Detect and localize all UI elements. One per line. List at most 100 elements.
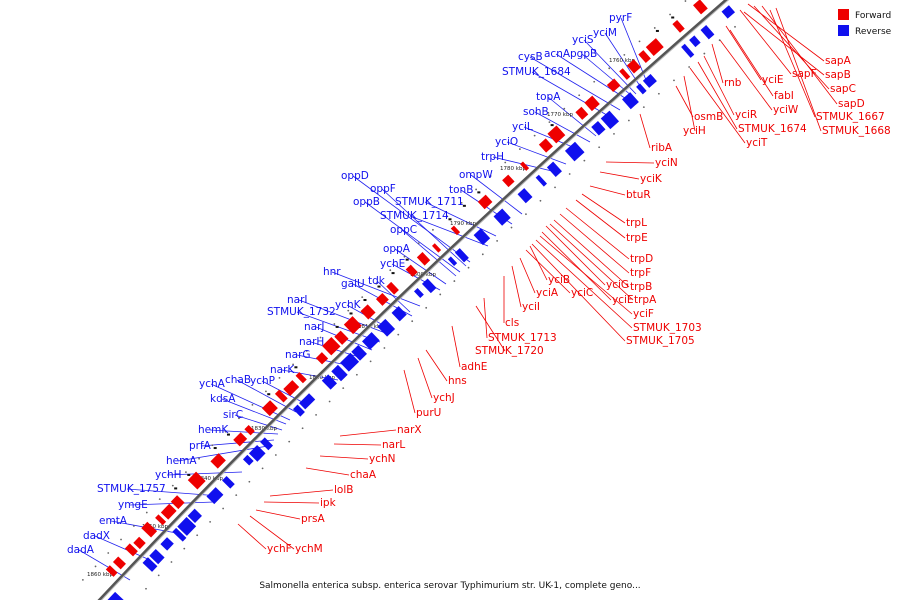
forward-gene[interactable] (244, 424, 255, 436)
reverse-gene-label[interactable]: oppF (370, 183, 396, 195)
forward-gene-label[interactable]: STMUK_1667 (816, 111, 885, 123)
forward-gene-label[interactable]: trpD (630, 253, 653, 265)
forward-gene[interactable] (575, 106, 589, 120)
forward-gene[interactable] (450, 225, 461, 236)
reverse-gene-label[interactable]: ychE (380, 258, 405, 270)
reverse-gene[interactable] (689, 35, 701, 48)
forward-gene-label[interactable]: fabI (774, 90, 794, 102)
reverse-gene[interactable] (413, 288, 424, 299)
forward-gene[interactable] (105, 565, 118, 577)
forward-gene-label[interactable]: lolB (334, 484, 353, 496)
forward-gene[interactable] (295, 372, 307, 384)
forward-gene-label[interactable]: trpF (630, 267, 651, 279)
forward-gene[interactable] (334, 330, 349, 345)
forward-gene-label[interactable]: ribA (651, 142, 673, 154)
reverse-gene[interactable] (642, 73, 657, 88)
reverse-gene[interactable] (454, 248, 469, 263)
forward-gene[interactable] (274, 389, 288, 403)
reverse-gene-label[interactable]: galU (341, 278, 365, 290)
reverse-gene-label[interactable]: narJ (304, 321, 325, 333)
forward-gene-label[interactable]: yciK (640, 173, 663, 185)
reverse-gene[interactable] (299, 393, 316, 410)
reverse-gene[interactable] (142, 557, 158, 572)
forward-gene[interactable] (405, 264, 418, 277)
reverse-gene[interactable] (292, 404, 305, 417)
forward-gene[interactable] (520, 161, 530, 171)
reverse-gene-label[interactable]: oppA (383, 243, 411, 255)
reverse-gene[interactable] (636, 83, 647, 95)
reverse-gene[interactable] (377, 318, 396, 337)
forward-gene-label[interactable]: hns (448, 375, 467, 387)
forward-gene-label[interactable]: sapC (830, 83, 856, 95)
reverse-gene[interactable] (160, 537, 174, 551)
reverse-gene[interactable] (591, 121, 606, 136)
reverse-gene-label[interactable]: hemK (198, 424, 229, 436)
forward-gene[interactable] (210, 453, 226, 469)
forward-gene-label[interactable]: STMUK_1668 (822, 125, 891, 137)
forward-gene-label[interactable]: narL (382, 439, 405, 451)
reverse-gene-label[interactable]: acnA (544, 48, 571, 60)
forward-gene-label[interactable]: trpA (634, 294, 657, 306)
forward-gene[interactable] (322, 337, 341, 356)
forward-gene-label[interactable]: yciW (773, 104, 799, 116)
forward-gene[interactable] (638, 50, 651, 63)
forward-gene-label[interactable]: sapA (825, 55, 852, 67)
reverse-gene[interactable] (361, 332, 380, 350)
reverse-gene[interactable] (622, 92, 639, 110)
reverse-gene[interactable] (172, 527, 187, 542)
reverse-gene-label[interactable]: narK (270, 364, 295, 376)
forward-gene[interactable] (233, 432, 248, 447)
reverse-gene-label[interactable]: ychP (250, 375, 275, 387)
reverse-gene-label[interactable]: oppD (341, 170, 369, 182)
reverse-gene[interactable] (546, 161, 562, 177)
forward-gene-label[interactable]: ychJ (433, 392, 455, 404)
forward-gene[interactable] (360, 304, 376, 320)
forward-gene[interactable] (431, 243, 442, 253)
reverse-gene[interactable] (331, 364, 348, 382)
reverse-gene[interactable] (149, 549, 165, 565)
forward-gene-label[interactable]: purU (416, 407, 441, 419)
reverse-gene-label[interactable]: ychH (155, 469, 182, 481)
forward-gene-label[interactable]: STMUK_1705 (626, 335, 695, 347)
reverse-gene-label[interactable]: sohB (523, 106, 549, 118)
forward-gene-label[interactable]: ipk (320, 497, 337, 509)
reverse-gene-label[interactable]: sirC (223, 409, 243, 421)
forward-gene[interactable] (315, 352, 329, 365)
forward-gene[interactable] (626, 59, 641, 74)
forward-gene[interactable] (112, 556, 126, 570)
forward-gene[interactable] (375, 292, 389, 306)
reverse-gene[interactable] (351, 344, 367, 361)
reverse-gene-label[interactable]: STMUK_1711 (395, 196, 464, 208)
reverse-gene-label[interactable]: yciO (495, 136, 518, 148)
forward-gene-label[interactable]: adhE (461, 361, 487, 373)
reverse-gene-label[interactable]: chaB (225, 374, 251, 386)
reverse-gene[interactable] (493, 208, 511, 226)
forward-gene[interactable] (261, 400, 278, 417)
forward-gene[interactable] (187, 471, 206, 490)
forward-gene-label[interactable]: sapD (838, 98, 865, 110)
reverse-gene-label[interactable]: topA (536, 91, 561, 103)
forward-gene-label[interactable]: sapF (792, 68, 817, 80)
reverse-gene-label[interactable]: tonB (449, 184, 473, 196)
reverse-gene-label[interactable]: pgpB (570, 48, 597, 60)
reverse-gene-label[interactable]: yciM (593, 27, 617, 39)
reverse-gene-label[interactable]: STMUK_1684 (502, 66, 571, 78)
reverse-gene[interactable] (260, 437, 274, 451)
forward-gene-label[interactable]: ychN (369, 453, 396, 465)
reverse-gene-label[interactable]: dadX (83, 530, 110, 542)
forward-gene[interactable] (416, 252, 431, 266)
forward-gene[interactable] (343, 316, 362, 335)
forward-gene-label[interactable]: yciT (746, 137, 768, 149)
forward-gene-label[interactable]: STMUK_1703 (633, 322, 702, 334)
forward-gene-label[interactable]: yciB (548, 274, 570, 286)
forward-gene-label[interactable]: sapB (825, 69, 851, 81)
forward-gene-label[interactable]: trpB (630, 281, 652, 293)
forward-gene-label[interactable]: yciA (536, 287, 559, 299)
forward-gene-label[interactable]: rnb (724, 77, 742, 89)
forward-gene-label[interactable]: yciE (612, 294, 634, 306)
reverse-gene-label[interactable]: dadA (67, 544, 95, 556)
forward-gene[interactable] (477, 194, 493, 210)
forward-gene[interactable] (502, 174, 515, 188)
reverse-gene-label[interactable]: hnr (323, 266, 341, 278)
reverse-gene[interactable] (600, 110, 620, 130)
